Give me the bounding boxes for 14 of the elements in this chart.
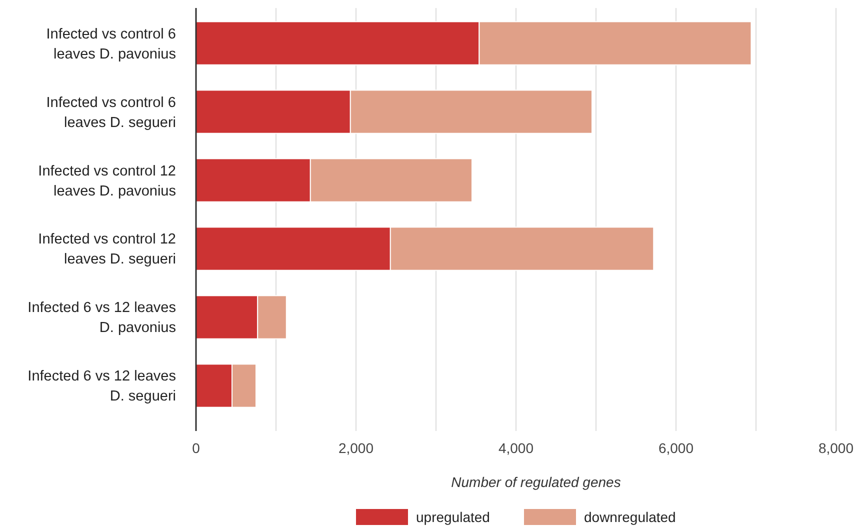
legend-label: upregulated [416, 509, 490, 525]
y-tick-label: Infected 6 vs 12 leaves D. segueri [28, 368, 176, 405]
y-tick-label: Infected vs control 6 leaves D. pavonius [46, 26, 176, 62]
x-tick-label: 0 [192, 440, 200, 456]
x-tick-label: 6,000 [658, 440, 694, 456]
x-axis-title: Number of regulated genes [451, 474, 621, 490]
y-tick-label: Infected 6 vs 12 leaves D. pavonius [28, 300, 176, 336]
x-tick-label: 8,000 [818, 440, 854, 456]
x-tick-label: 2,000 [338, 440, 374, 456]
x-tick-label: 4,000 [498, 440, 534, 456]
y-tick-label: Infected vs control 12 leaves D. pavonius [38, 163, 176, 200]
legend-label: downregulated [584, 509, 676, 525]
y-tick-label: Infected vs control 6 leaves D. segueri [46, 94, 176, 131]
y-tick-label: Infected vs control 12 leaves D. segueri [38, 232, 176, 268]
